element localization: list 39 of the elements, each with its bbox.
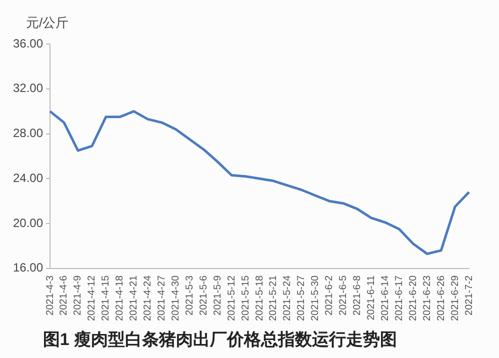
- x-tick-label: 2021-5-12: [226, 274, 238, 322]
- x-tick-label: 2021-6-26: [436, 274, 447, 322]
- x-tick-label: 2021-5-6: [198, 274, 210, 316]
- x-tick-label: 2021-6-5: [338, 274, 350, 316]
- x-tick-label: 2021-5-15: [240, 274, 252, 322]
- x-tick-label: 2021-6-8: [352, 274, 364, 316]
- y-tick-label: 28.00: [13, 126, 44, 140]
- x-tick-label: 2021-5-3: [184, 274, 196, 316]
- x-tick-label: 2021-7-2: [464, 274, 475, 316]
- y-tick-label: 32.00: [13, 81, 44, 96]
- x-tick-label: 2021-6-14: [380, 274, 391, 322]
- x-tick-label: 2021-4-12: [86, 274, 98, 322]
- x-tick-label: 2021-4-18: [114, 274, 126, 322]
- y-tick-label: 24.00: [13, 170, 44, 185]
- x-tick-label: 2021-4-21: [128, 274, 140, 322]
- x-tick-label: 2021-4-9: [72, 274, 84, 316]
- x-tick-label: 2021-6-23: [422, 274, 433, 322]
- x-tick-label: 2021-6-20: [408, 274, 419, 322]
- x-tick-label: 2021-5-27: [296, 274, 308, 322]
- y-axis-title: 元/公斤: [26, 14, 69, 32]
- x-tick-label: 2021-6-17: [394, 274, 405, 322]
- y-tick-label: 36.00: [13, 36, 44, 50]
- x-tick-label: 2021-4-15: [100, 274, 112, 322]
- x-tick-label: 2021-6-29: [450, 274, 461, 322]
- x-tick-label: 2021-6-2: [324, 274, 336, 316]
- x-tick-label: 2021-5-24: [282, 274, 294, 322]
- x-tick-label: 2021-5-21: [268, 274, 280, 322]
- x-tick-label: 2021-4-30: [170, 274, 182, 322]
- x-tick-label: 2021-5-18: [254, 274, 266, 322]
- x-tick-label: 2021-4-27: [156, 274, 168, 322]
- x-tick-label: 2021-4-24: [142, 274, 154, 322]
- x-tick-label: 2021-5-9: [212, 274, 224, 316]
- x-tick-label: 2021-5-30: [310, 274, 322, 322]
- y-tick-label: 16.00: [13, 260, 44, 275]
- y-tick-label: 20.00: [13, 216, 44, 230]
- text: 图1 瘦肉型白条猪肉出厂价格总指数运行走势图: [42, 329, 398, 351]
- x-tick-label: 2021-4-6: [58, 274, 70, 316]
- x-tick-label: 2021-4-3: [44, 274, 56, 316]
- x-tick-label: 2021-6-11: [366, 274, 377, 320]
